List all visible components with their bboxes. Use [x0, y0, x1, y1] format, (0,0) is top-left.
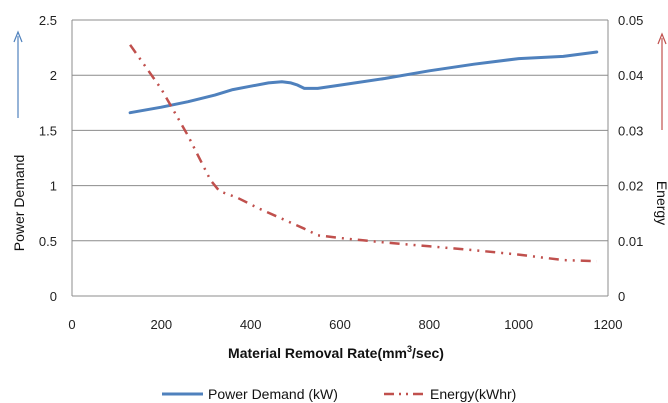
legend-label-power: Power Demand (kW) — [208, 386, 338, 402]
x-axis-ticks: 0 200 400 600 800 1000 1200 — [68, 317, 622, 332]
y-tick-label: 1.5 — [39, 123, 57, 138]
y2-axis-ticks: 0 0.01 0.02 0.03 0.04 0.05 — [618, 13, 643, 304]
legend-label-energy: Energy(kWhr) — [430, 386, 516, 402]
y-axis-title: Power Demand — [11, 155, 27, 252]
series-energy-line — [129, 44, 597, 263]
right-axis-arrow-icon — [657, 32, 667, 130]
x-axis-title-tail: /sec) — [412, 345, 444, 361]
legend: Power Demand (kW) Energy(kWhr) — [162, 386, 516, 402]
y2-tick-label: 0.04 — [618, 68, 643, 83]
series-power-demand-line — [128, 50, 599, 115]
y-tick-label: 2.5 — [39, 13, 57, 28]
grid-lines — [71, 19, 609, 297]
y-tick-label: 0.5 — [39, 234, 57, 249]
y-tick-label: 0 — [50, 289, 57, 304]
x-tick-label: 200 — [150, 317, 172, 332]
y-tick-label: 1 — [50, 179, 57, 194]
y2-axis-title: Energy — [654, 181, 668, 225]
x-tick-label: 0 — [68, 317, 75, 332]
x-tick-label: 400 — [240, 317, 262, 332]
y-tick-label: 2 — [50, 68, 57, 83]
y2-tick-label: 0 — [618, 289, 625, 304]
x-tick-label: 1200 — [594, 317, 623, 332]
y2-tick-label: 0.03 — [618, 123, 643, 138]
x-tick-label: 600 — [329, 317, 351, 332]
x-axis-title: Material Removal Rate(mm3/sec) — [228, 344, 444, 361]
y2-tick-label: 0.02 — [618, 179, 643, 194]
x-axis-title-superscript: 3 — [407, 344, 412, 354]
y2-tick-label: 0.05 — [618, 13, 643, 28]
y2-tick-label: 0.01 — [618, 234, 643, 249]
series-layer — [128, 44, 599, 263]
x-tick-label: 1000 — [504, 317, 533, 332]
y-axis-ticks: 0 0.5 1 1.5 2 2.5 — [39, 13, 57, 304]
x-axis-title-main: Material Removal Rate(mm — [228, 345, 407, 361]
x-tick-label: 800 — [418, 317, 440, 332]
left-axis-arrow-icon — [13, 30, 23, 118]
